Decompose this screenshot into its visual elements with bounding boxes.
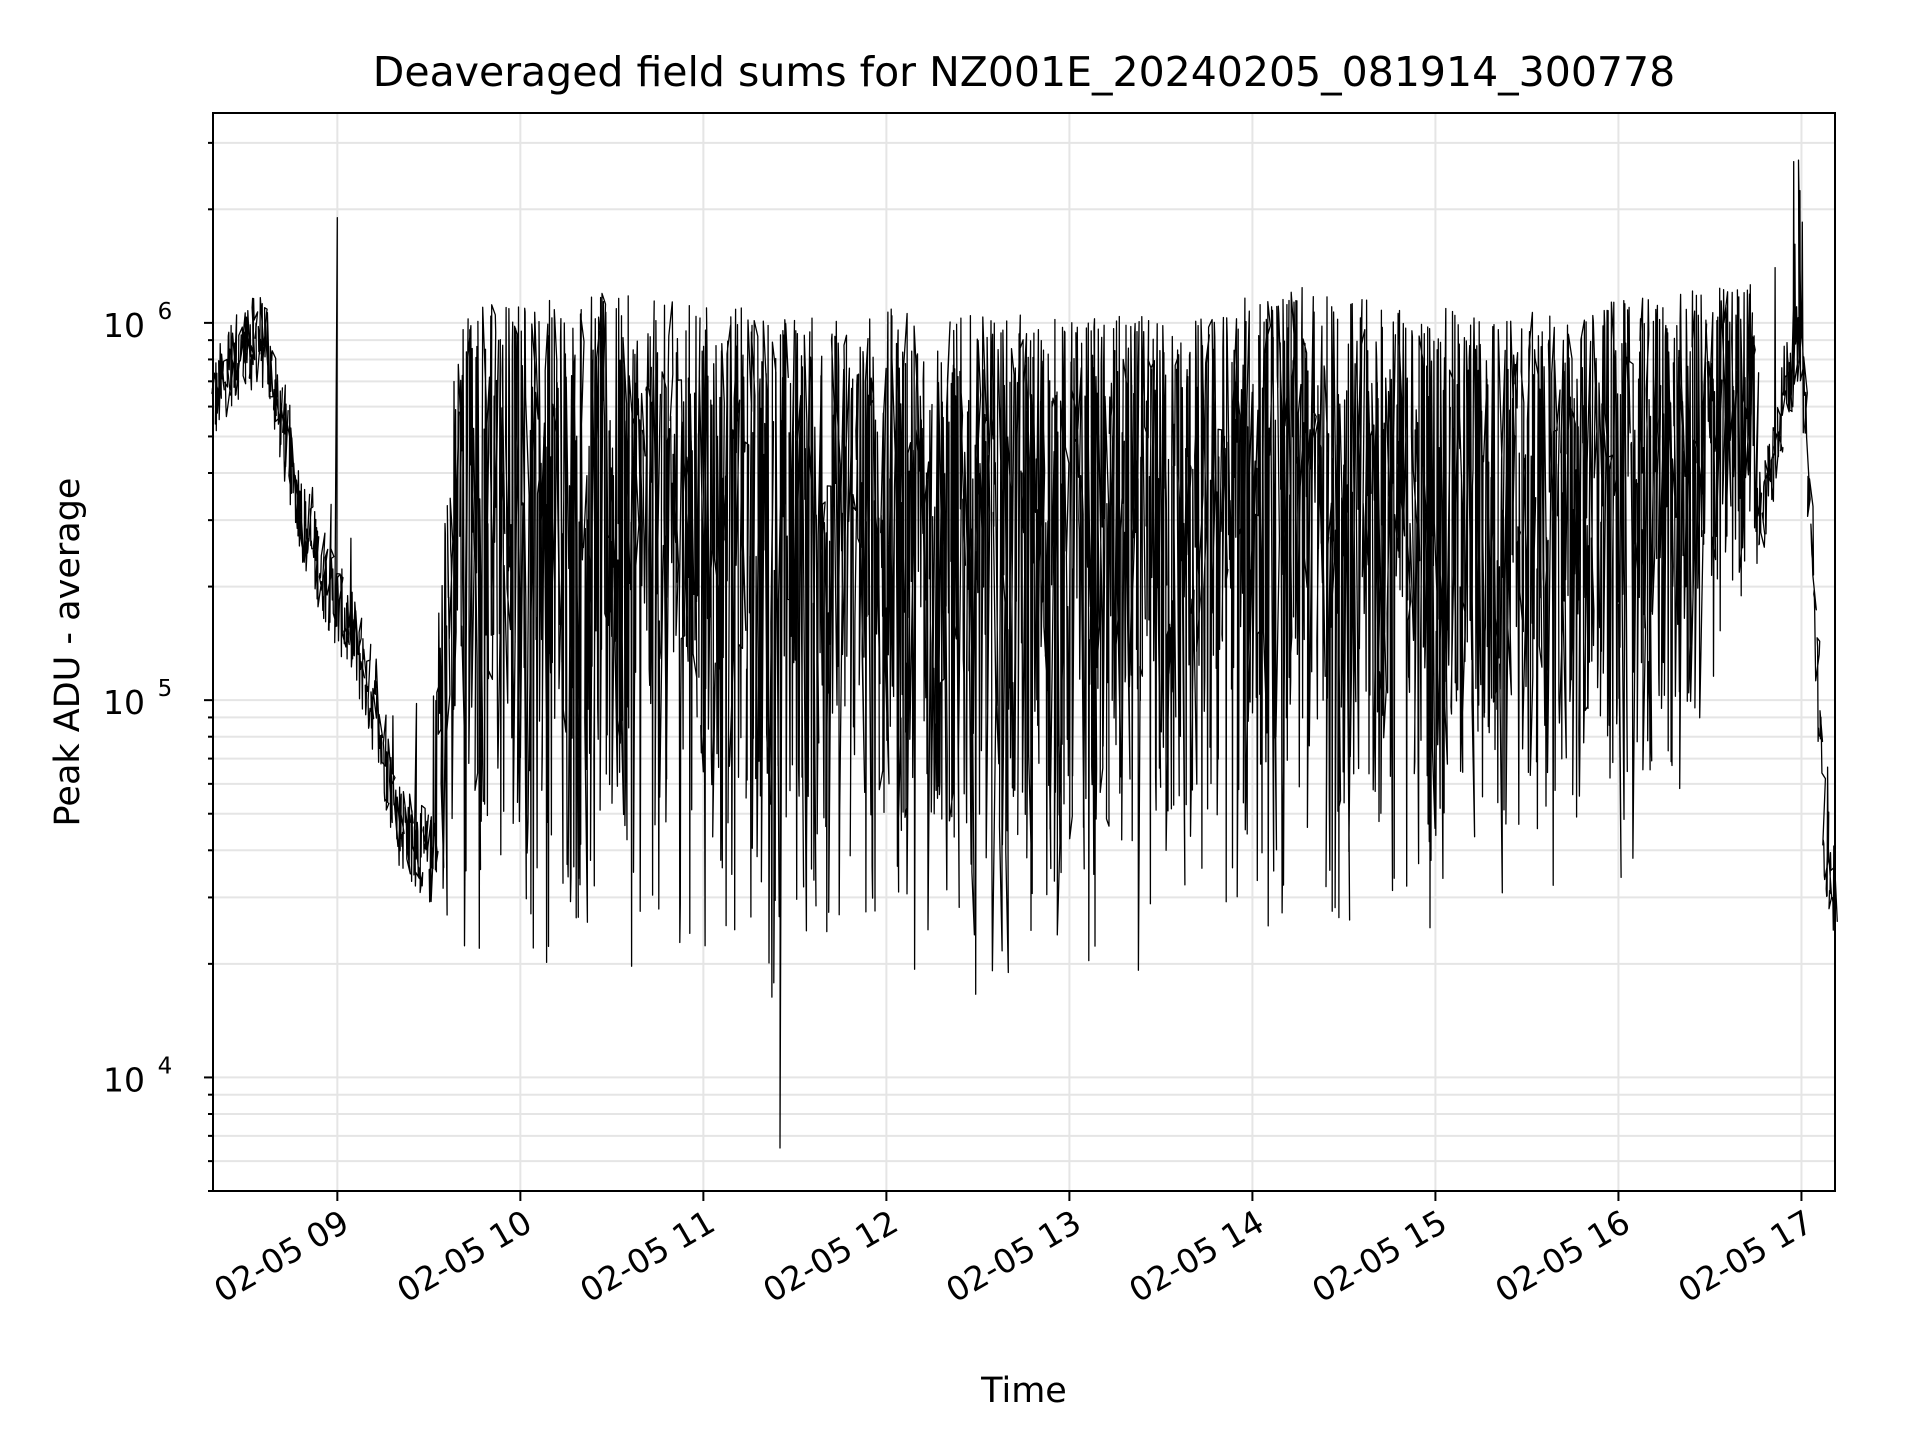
y-tick-label-exponent: 4	[158, 1053, 173, 1079]
y-tick-label-exponent: 5	[158, 676, 173, 702]
y-tick-label: 10	[103, 683, 145, 722]
y-tick-label-base: 10	[103, 306, 145, 345]
chart-title: Deaveraged field sums for NZ001E_2024020…	[373, 48, 1675, 96]
x-axis-label: Time	[980, 1371, 1067, 1411]
y-tick-label: 10	[103, 306, 145, 345]
data-series	[211, 159, 1838, 1149]
series-line	[211, 159, 1838, 1149]
y-tick-label-base: 10	[103, 1060, 145, 1099]
plot-frame	[212, 112, 1836, 1192]
y-tick-label-exponent: 6	[158, 299, 173, 325]
y-tick-label-base: 10	[103, 683, 145, 722]
y-axis-label: Peak ADU - average	[48, 478, 88, 827]
y-tick-label: 10	[103, 1060, 145, 1099]
